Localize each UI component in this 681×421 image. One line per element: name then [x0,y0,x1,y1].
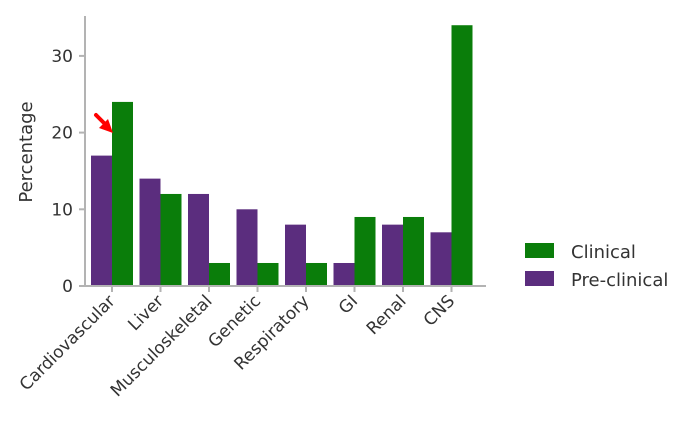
y-tick-label: 0 [62,277,73,297]
bar-pre-clinical-genetic [236,209,258,286]
bar-pre-clinical-renal [382,224,403,286]
y-tick-label: 30 [51,47,73,67]
y-axis-ticks: 0 10 20 30 [51,47,85,297]
bar-clinical-genetic [257,262,279,286]
legend-swatch [525,271,554,286]
legend-label: Clinical [571,242,636,263]
bar-pre-clinical-liver [139,178,161,286]
bars [91,25,473,286]
bar-clinical-musculoskeletal [209,262,230,286]
x-axis-ticks: Cardiovascular LiverMusculoskeletalGeneti… [16,286,459,401]
bar-clinical-gi [354,216,376,286]
bar-pre-clinical-gi [333,262,355,286]
bar-pre-clinical-cardiovascular [91,155,112,286]
bar-pre-clinical-cns [430,232,452,286]
legend-swatch [525,243,554,258]
bar-pre-clinical-respiratory [285,224,306,286]
x-tick-label: Cardiovascular [16,291,120,395]
legend: Clinical Pre-clinical [525,242,668,291]
bar-clinical-renal [403,216,424,286]
bar-clinical-cardiovascular [112,101,133,286]
x-tick-label: CNS [420,291,459,330]
legend-label: Pre-clinical [571,270,668,291]
x-tick-label: Renal [363,291,411,339]
bar-clinical-liver [160,193,182,286]
x-tick-label: GI [335,291,362,318]
x-tick-label: Liver [124,291,168,335]
y-tick-label: 10 [51,200,73,220]
y-tick-label: 20 [51,124,73,144]
arrow-head [99,119,113,133]
bar-clinical-cns [451,25,473,286]
y-axis-title: Percentage [16,101,37,202]
annotation-arrow [94,113,113,133]
bar-pre-clinical-musculoskeletal [188,193,209,286]
bar-clinical-respiratory [306,262,327,286]
